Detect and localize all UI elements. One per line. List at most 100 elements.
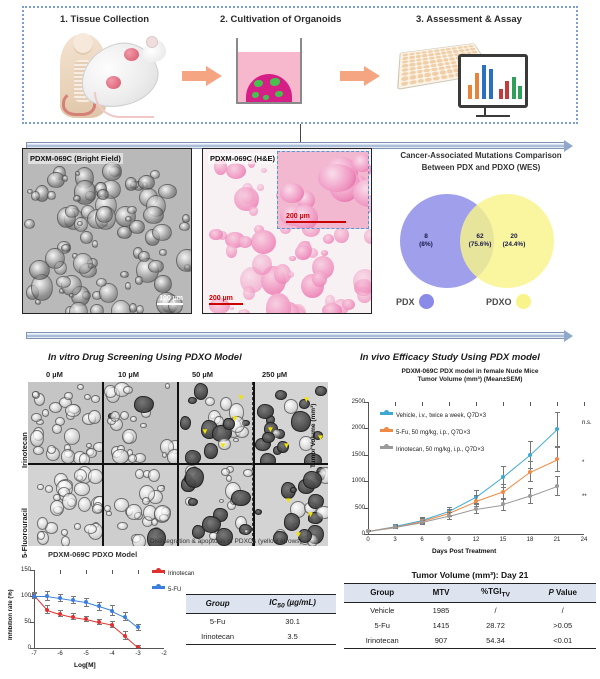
organoid-icon <box>254 80 263 87</box>
table-cell: 54.34 <box>461 632 530 649</box>
x-tick-label: -7 <box>31 651 37 657</box>
y-tick-label: 2500 <box>351 399 365 405</box>
workflow-titles: 1. Tissue Collection 2. Cultivation of O… <box>24 14 576 30</box>
y-axis-line <box>368 402 370 534</box>
legend-swatch <box>380 427 393 432</box>
section-divider-bar <box>26 330 573 342</box>
series-line-segment <box>529 459 558 474</box>
legend-swatch <box>380 444 393 449</box>
invivo-legend-item: Irinotecan, 50 mg/kg, i.p., Q7D×3 <box>380 444 484 453</box>
apoptosis-arrow-icon: ▼ <box>219 441 227 450</box>
apoptosis-arrow-icon: ▼ <box>201 427 209 436</box>
x-tick-mark <box>112 570 113 574</box>
organoid-image-cell: ▼ ▼ ▼ <box>254 465 328 546</box>
organoid-image-cell <box>28 382 102 463</box>
x-tick-label: 9 <box>447 537 451 543</box>
ic50-panel: 0 50 100 150 -7 -6 -5 -4 -3 -2 Log[M] Inhibition … <box>0 566 340 679</box>
invivo-legend-item: Vehicle, i.v., twice a week, Q7D×3 <box>380 410 486 419</box>
table-cell: 5-Fu <box>374 620 390 630</box>
apoptosis-arrow-icon: ▼ <box>266 425 275 434</box>
table-row: 5-Fu 30.1 <box>186 613 336 629</box>
tv-col-mtv: MTV <box>420 584 462 603</box>
venn-count-pdxo-only-pct: (24.4%) <box>502 240 526 248</box>
apoptosis-arrow-icon: ▼ <box>306 510 315 519</box>
data-point <box>110 608 114 613</box>
invivo-line-chart: 0500100015002000250003691215182124n.s.**… <box>352 399 592 543</box>
table-row: Irinotecan 3.5 <box>186 628 336 645</box>
data-point <box>555 427 559 432</box>
y-tick-label: 150 <box>20 567 31 573</box>
data-point <box>474 506 478 511</box>
venn-count-pdxo-only-value: 20 <box>510 233 518 240</box>
x-tick-label: 3 <box>393 537 397 543</box>
y-tick-mark <box>364 402 368 403</box>
data-point <box>528 469 532 474</box>
apoptosis-arrow-icon: ▼ <box>294 530 303 539</box>
data-point <box>474 499 478 504</box>
data-point <box>84 600 88 605</box>
y-tick-mark <box>364 428 368 430</box>
characterization-panel: PDXM-069C (Bright Field) 100 µm PDXM-069… <box>20 148 580 318</box>
tumor-volume-table-panel: Tumor Volume (mm³): Day 21 Group MTV %TG… <box>344 570 596 674</box>
organoid-icon <box>263 95 269 100</box>
dose-response-y-axis-label: Inhibition rate (%) <box>8 589 14 640</box>
table-cell: 907 <box>420 632 462 649</box>
y-tick-label: 0 <box>28 645 31 651</box>
x-tick-mark <box>449 402 450 406</box>
x-tick-label: 6 <box>420 537 424 543</box>
data-point <box>58 611 62 616</box>
plate-monitor-icon <box>396 32 562 120</box>
x-tick-mark <box>60 570 61 574</box>
table-cell: Irinotecan <box>344 632 421 649</box>
organoid-icon <box>252 92 259 98</box>
significance-annotation: n.s. <box>582 420 592 426</box>
table-cell: 30.1 <box>285 616 300 626</box>
data-point <box>71 598 75 603</box>
organoid-icon <box>270 78 280 86</box>
series-line-segment <box>502 496 531 506</box>
data-point <box>45 607 49 612</box>
invivo-x-axis-label: Days Post Treatment <box>432 548 497 555</box>
y-axis-line <box>34 570 36 648</box>
x-tick-label: 24 <box>580 537 588 543</box>
y-tick-label: 100 <box>20 593 31 599</box>
tv-col-tgi: %TGITV <box>461 584 530 603</box>
apoptosis-arrow-icon: ▼ <box>302 395 311 404</box>
apoptosis-arrow-icon: ▼ <box>316 433 325 442</box>
data-point <box>136 625 140 630</box>
brightfield-scalebar: 100 µm <box>157 295 183 305</box>
brightfield-micrograph: PDXM-069C (Bright Field) 100 µm <box>22 148 192 314</box>
x-tick-label: -2 <box>161 651 167 657</box>
data-point <box>366 528 370 533</box>
dose-label-250: 250 µM <box>262 370 288 379</box>
data-point <box>97 620 101 624</box>
table-cell: / <box>561 605 564 615</box>
organoid-icon <box>275 91 283 97</box>
tumor-icon <box>124 48 139 61</box>
data-point <box>136 644 140 649</box>
data-point <box>447 514 451 519</box>
x-tick-mark <box>530 402 531 406</box>
table-cell: / <box>494 605 497 615</box>
table-cell: 3.5 <box>249 628 336 645</box>
data-point <box>501 502 505 507</box>
dose-response-x-axis-label: Log[M] <box>74 662 96 669</box>
he-label: PDXM-069C (H&E) <box>208 153 278 164</box>
dose-response-legend-item: 5-FU <box>152 584 181 593</box>
invitro-arrow-caption: Disintegration & apoptosis of PDXOs (yel… <box>150 538 302 545</box>
venn-count-pdx-only-value: 8 <box>424 233 428 240</box>
data-point <box>528 493 532 498</box>
mouse-tail-icon <box>94 92 154 118</box>
venn-count-pdxo-only: 20 (24.4%) <box>494 233 534 248</box>
data-point <box>501 489 505 494</box>
venn-title-line1: Cancer-Associated Mutations Comparison <box>400 151 562 160</box>
monitor-stand-icon <box>476 108 510 117</box>
x-tick-label: -3 <box>135 651 141 657</box>
data-point <box>528 452 532 457</box>
x-tick-mark <box>584 402 585 406</box>
tv-col-group: Group <box>344 584 421 603</box>
table-cell: Vehicle <box>370 605 395 615</box>
y-tick-label: 500 <box>354 504 365 511</box>
x-tick-label: -4 <box>109 651 115 657</box>
